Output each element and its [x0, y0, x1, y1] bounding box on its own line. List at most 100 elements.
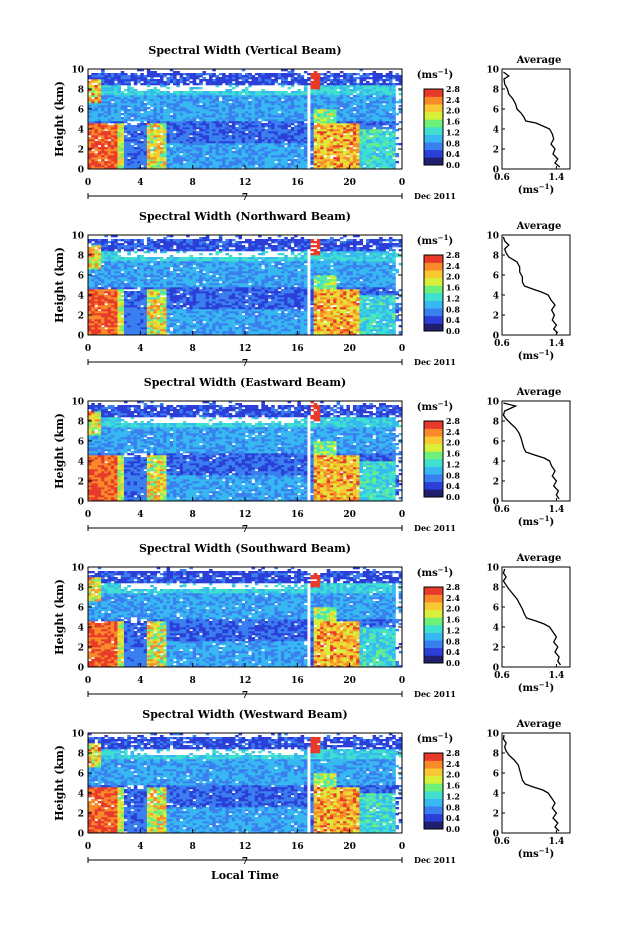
- heatmap-cell: [336, 105, 341, 108]
- heatmap-cell: [146, 75, 151, 78]
- heatmap-cell: [362, 137, 367, 140]
- heatmap-cell: [284, 143, 288, 146]
- heatmap-cell: [173, 151, 177, 154]
- heatmap-cell: [395, 77, 400, 80]
- heatmap-cell: [310, 121, 314, 124]
- heatmap-cell: [215, 93, 220, 96]
- heatmap-cell: [231, 145, 236, 148]
- heatmap-cell: [166, 147, 171, 150]
- heatmap-cell: [127, 305, 131, 308]
- heatmap-cell: [385, 79, 390, 82]
- heatmap-cell: [271, 167, 275, 170]
- heatmap-cell: [94, 85, 99, 88]
- heatmap-cell: [231, 129, 236, 132]
- heatmap-cell: [159, 129, 164, 132]
- heatmap-cell: [349, 99, 354, 102]
- heatmap-cell: [330, 129, 334, 132]
- heatmap-cell: [133, 103, 138, 106]
- heatmap-cell: [218, 149, 223, 152]
- heatmap-cell: [228, 121, 233, 124]
- heatmap-cell: [137, 325, 141, 328]
- heatmap-cell: [153, 97, 157, 100]
- heatmap-cell: [133, 149, 138, 152]
- heatmap-cell: [123, 321, 128, 324]
- heatmap-cell: [330, 139, 334, 142]
- heatmap-cell: [120, 317, 125, 320]
- heatmap-cell: [294, 103, 298, 106]
- heatmap-cell: [117, 321, 122, 324]
- heatmap-cell: [251, 111, 256, 114]
- heatmap-cell: [107, 113, 112, 116]
- heatmap-cell: [202, 105, 207, 108]
- heatmap-cell: [356, 125, 360, 128]
- heatmap-cell: [192, 121, 197, 124]
- heatmap-cell: [91, 115, 95, 118]
- heatmap-cell: [110, 241, 115, 244]
- heatmap-cell: [330, 165, 334, 168]
- heatmap-cell: [343, 87, 347, 90]
- heatmap-cell: [352, 131, 357, 134]
- heatmap-cell: [215, 129, 220, 132]
- heatmap-cell: [137, 245, 141, 248]
- heatmap-cell: [323, 129, 328, 132]
- heatmap-cell: [215, 113, 220, 116]
- heatmap-cell: [392, 121, 396, 124]
- heatmap-cell: [209, 73, 213, 76]
- heatmap-cell: [372, 99, 377, 102]
- heatmap-cell: [91, 141, 95, 144]
- heatmap-cell: [186, 111, 190, 114]
- heatmap-cell: [97, 77, 102, 80]
- heatmap-cell: [215, 119, 220, 122]
- heatmap-cell: [245, 161, 249, 164]
- heatmap-cell: [130, 249, 135, 252]
- heatmap-cell: [251, 137, 256, 140]
- heatmap-cell: [356, 149, 360, 152]
- heatmap-cell: [343, 159, 347, 162]
- heatmap-cell: [117, 247, 122, 250]
- heatmap-cell: [127, 139, 131, 142]
- heatmap-cell: [176, 71, 180, 74]
- heatmap-cell: [176, 135, 180, 138]
- heatmap-cell: [133, 243, 138, 246]
- heatmap-cell: [110, 277, 115, 280]
- heatmap-cell: [110, 87, 115, 90]
- heatmap-cell: [352, 165, 357, 168]
- heatmap-cell: [114, 117, 118, 120]
- heatmap-cell: [192, 79, 197, 82]
- heatmap-cell: [120, 121, 125, 124]
- heatmap-cell: [297, 121, 301, 124]
- heatmap-cell: [140, 311, 144, 314]
- heatmap-cell: [225, 123, 229, 126]
- heatmap-cell: [130, 323, 135, 326]
- heatmap-cell: [91, 99, 95, 102]
- heatmap-cell: [199, 95, 203, 98]
- heatmap-cell: [101, 163, 105, 166]
- heatmap-cell: [104, 319, 108, 322]
- heatmap-cell: [375, 153, 380, 156]
- heatmap-cell: [264, 145, 269, 148]
- heatmap-cell: [346, 161, 350, 164]
- heatmap-cell: [163, 147, 167, 150]
- heatmap-cell: [130, 293, 135, 296]
- heatmap-cell: [366, 133, 370, 136]
- heatmap-cell: [173, 119, 177, 122]
- heatmap-cell: [107, 131, 112, 134]
- heatmap-cell: [140, 125, 144, 128]
- heatmap-cell: [218, 139, 223, 142]
- heatmap-cell: [222, 99, 226, 102]
- heatmap-cell: [248, 143, 252, 146]
- heatmap-cell: [146, 137, 151, 140]
- heatmap-cell: [195, 135, 200, 138]
- heatmap-cell: [287, 151, 292, 154]
- heatmap-cell: [238, 99, 243, 102]
- heatmap-cell: [195, 167, 200, 170]
- heatmap-cell: [300, 75, 305, 78]
- heatmap-cell: [91, 145, 95, 148]
- heatmap-cell: [362, 121, 367, 124]
- heatmap-cell: [88, 309, 92, 312]
- heatmap-cell: [261, 137, 265, 140]
- heatmap-cell: [104, 261, 108, 264]
- heatmap-cell: [267, 133, 272, 136]
- heatmap-cell: [310, 89, 314, 92]
- heatmap-cell: [339, 75, 344, 78]
